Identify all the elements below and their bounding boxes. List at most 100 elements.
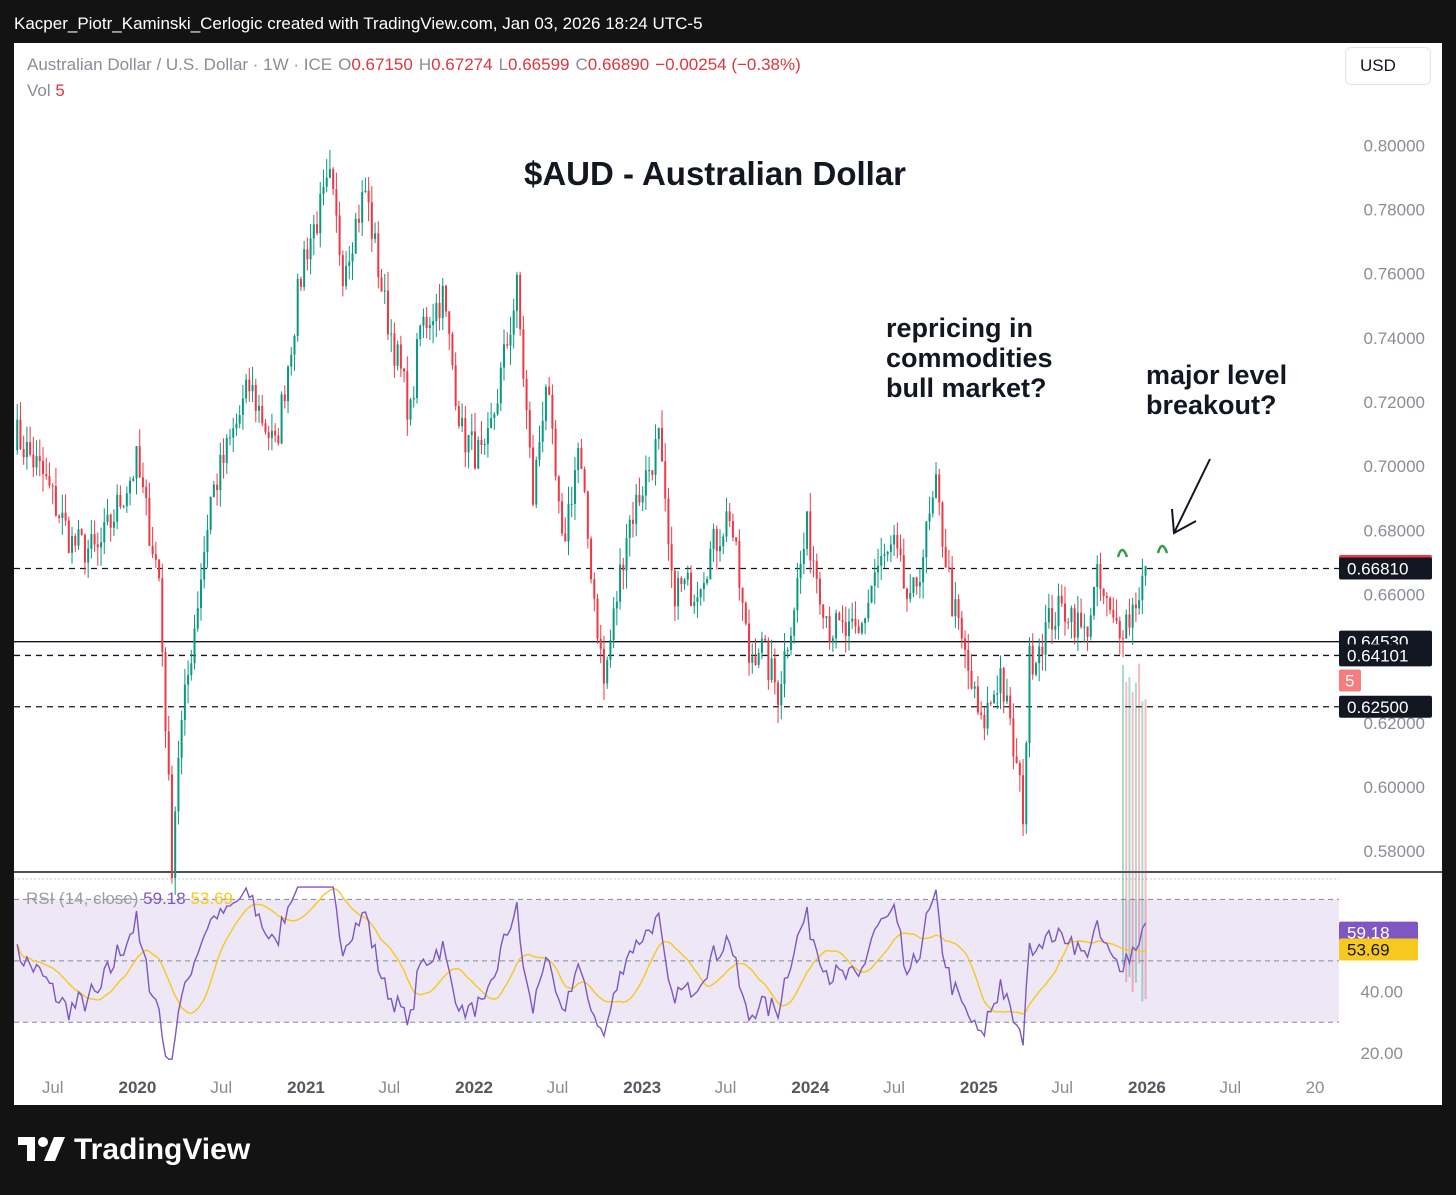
rsi-value: 59.18 <box>143 889 186 908</box>
candle-body <box>199 579 202 608</box>
candle-body <box>370 202 373 239</box>
price-tick-label: 0.78000 <box>1364 201 1425 220</box>
candle-body <box>470 431 473 436</box>
candle-body <box>764 638 767 641</box>
candle-body <box>809 511 812 561</box>
candle-body <box>1063 603 1066 622</box>
time-axis-label: 20 <box>1306 1078 1325 1097</box>
currency-button[interactable]: USD <box>1345 47 1431 85</box>
candle-body <box>690 572 693 606</box>
candle-body <box>1112 609 1115 618</box>
volume-bar <box>1122 664 1125 965</box>
volume-legend: Vol 5 <box>27 81 65 101</box>
candle-body <box>454 365 457 407</box>
candle-body <box>573 470 576 504</box>
candle-body <box>174 811 177 878</box>
candle-body <box>474 431 477 469</box>
candle-body <box>151 545 154 555</box>
price-tick-label: 0.76000 <box>1364 265 1425 284</box>
high-value: 0.67274 <box>431 55 493 74</box>
candle-body <box>912 577 915 593</box>
candle-body <box>422 316 425 326</box>
candle-body <box>509 334 512 346</box>
candle-body <box>386 290 389 335</box>
candle-body <box>638 494 641 503</box>
candle-body <box>1086 626 1089 637</box>
candle-body <box>960 617 963 639</box>
candle-body <box>167 731 170 775</box>
candle-body <box>873 572 876 586</box>
candle-body <box>158 559 161 579</box>
candle-body <box>203 551 206 580</box>
price-tick-label: 0.72000 <box>1364 393 1425 412</box>
candle-body <box>1070 608 1073 623</box>
candle-body <box>19 419 22 449</box>
candle-body <box>71 536 74 553</box>
candle-body <box>719 546 722 551</box>
candle-body <box>1044 622 1047 655</box>
candle-body <box>1128 614 1131 628</box>
candle-body <box>786 649 789 652</box>
candle-body <box>1022 775 1025 825</box>
candle-body <box>367 190 370 203</box>
candle-body <box>235 423 238 429</box>
candle-body <box>267 432 270 438</box>
candle-body <box>706 578 709 584</box>
candle-body <box>922 557 925 583</box>
candle-body <box>1031 645 1034 675</box>
candle-body <box>667 498 670 545</box>
candle-body <box>1067 621 1070 623</box>
high-marker <box>1116 548 1129 558</box>
chart-card[interactable]: 0.80000 0.78000 0.76000 0.74000 0.72000 0.700… <box>14 43 1442 1105</box>
candle-body <box>1054 626 1057 630</box>
breakout-arrowhead <box>1171 508 1197 535</box>
candle-body <box>393 333 396 366</box>
candle-body <box>773 658 776 683</box>
candle-body <box>870 585 873 603</box>
candle-body <box>802 548 805 564</box>
rsi-ma-value: 53.69 <box>190 889 233 908</box>
candle-body <box>996 693 999 695</box>
candle-body <box>483 444 486 446</box>
candle-body <box>280 394 283 444</box>
candle-body <box>1080 612 1083 627</box>
candle-body <box>325 177 328 187</box>
candle-body <box>857 626 860 634</box>
price-tick-label: 0.62000 <box>1364 714 1425 733</box>
candle-body <box>51 485 54 487</box>
time-axis-label: 2026 <box>1128 1078 1166 1097</box>
candle-body <box>544 386 547 421</box>
candle-body <box>696 597 699 603</box>
candle-body <box>106 514 109 522</box>
candle-body <box>957 599 960 618</box>
candle-body <box>412 397 415 400</box>
candle-body <box>228 437 231 439</box>
candle-body <box>58 515 61 519</box>
candle-body <box>822 604 825 619</box>
candle-body <box>915 577 918 587</box>
candle-body <box>648 470 651 472</box>
candle-body <box>815 561 818 579</box>
candle-body <box>380 277 383 292</box>
price-chart[interactable]: 0.80000 0.78000 0.76000 0.74000 0.72000 0.700… <box>14 43 1442 1105</box>
volume-tag <box>1339 669 1361 692</box>
candle-body <box>444 285 447 312</box>
candle-body <box>615 601 618 609</box>
candle-body <box>287 366 290 402</box>
candle-body <box>93 534 96 545</box>
candle-body <box>954 599 957 617</box>
candle-body <box>1115 617 1118 621</box>
candle-body <box>25 442 28 458</box>
high-marker <box>1156 544 1169 554</box>
candle-body <box>258 405 261 411</box>
low-label: L <box>498 55 509 74</box>
candle-body <box>48 476 51 486</box>
candle-body <box>986 702 989 729</box>
candle-body <box>1041 646 1044 655</box>
level-tag-label: 0.64101 <box>1347 646 1408 665</box>
candle-body <box>261 405 264 424</box>
candle-body <box>341 255 344 287</box>
candle-body <box>1122 638 1125 640</box>
candle-body <box>777 682 780 706</box>
candle-body <box>80 529 83 535</box>
